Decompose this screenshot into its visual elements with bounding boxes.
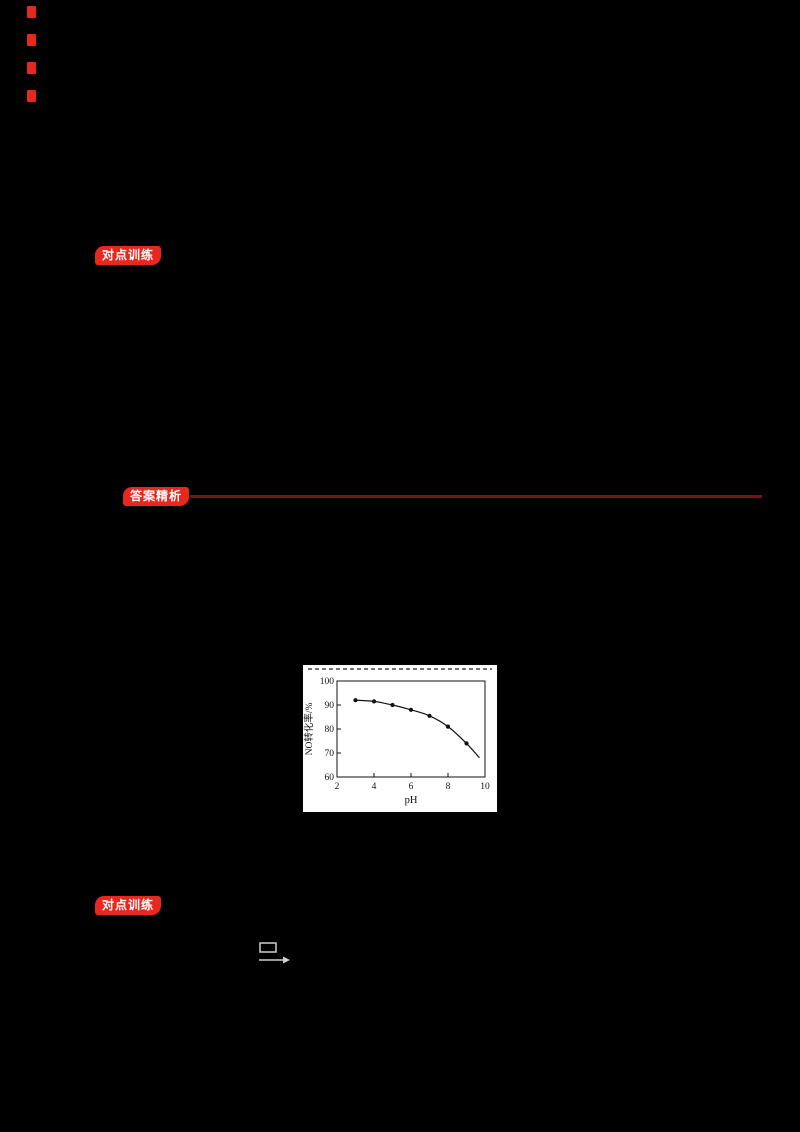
no-conversion-vs-ph-chart: 60 70 80 90 100 2 4 6 8 10 NO转化率/% pH (303, 665, 497, 812)
svg-text:6: 6 (409, 782, 414, 792)
chart-ylabel: NO转化率/% (303, 703, 315, 756)
section-badge-1-label: 对点训练 (102, 248, 155, 262)
section-rule (190, 495, 762, 498)
svg-text:90: 90 (325, 701, 335, 711)
svg-text:70: 70 (325, 749, 335, 759)
svg-text:80: 80 (325, 725, 335, 735)
section-badge-2-label: 答案精析 (130, 489, 183, 503)
svg-text:100: 100 (320, 677, 335, 687)
svg-text:60: 60 (325, 773, 335, 783)
svg-text:4: 4 (372, 782, 377, 792)
chart-svg: 60 70 80 90 100 2 4 6 8 10 NO转化率/% pH (303, 668, 492, 806)
section-badge-2: 答案精析 (123, 487, 190, 506)
svg-text:8: 8 (446, 782, 451, 792)
section-badge-1: 对点训练 (95, 246, 162, 265)
red-margin-mark (27, 6, 36, 18)
section-badge-3-label: 对点训练 (102, 898, 155, 912)
red-margin-mark (27, 62, 36, 74)
svg-text:2: 2 (335, 782, 340, 792)
reaction-condition-arrow-icon (259, 942, 290, 964)
red-margin-mark (27, 34, 36, 46)
red-margin-mark (27, 90, 36, 102)
chart-xlabel: pH (405, 795, 418, 806)
svg-text:10: 10 (480, 782, 490, 792)
section-badge-3: 对点训练 (95, 896, 162, 915)
